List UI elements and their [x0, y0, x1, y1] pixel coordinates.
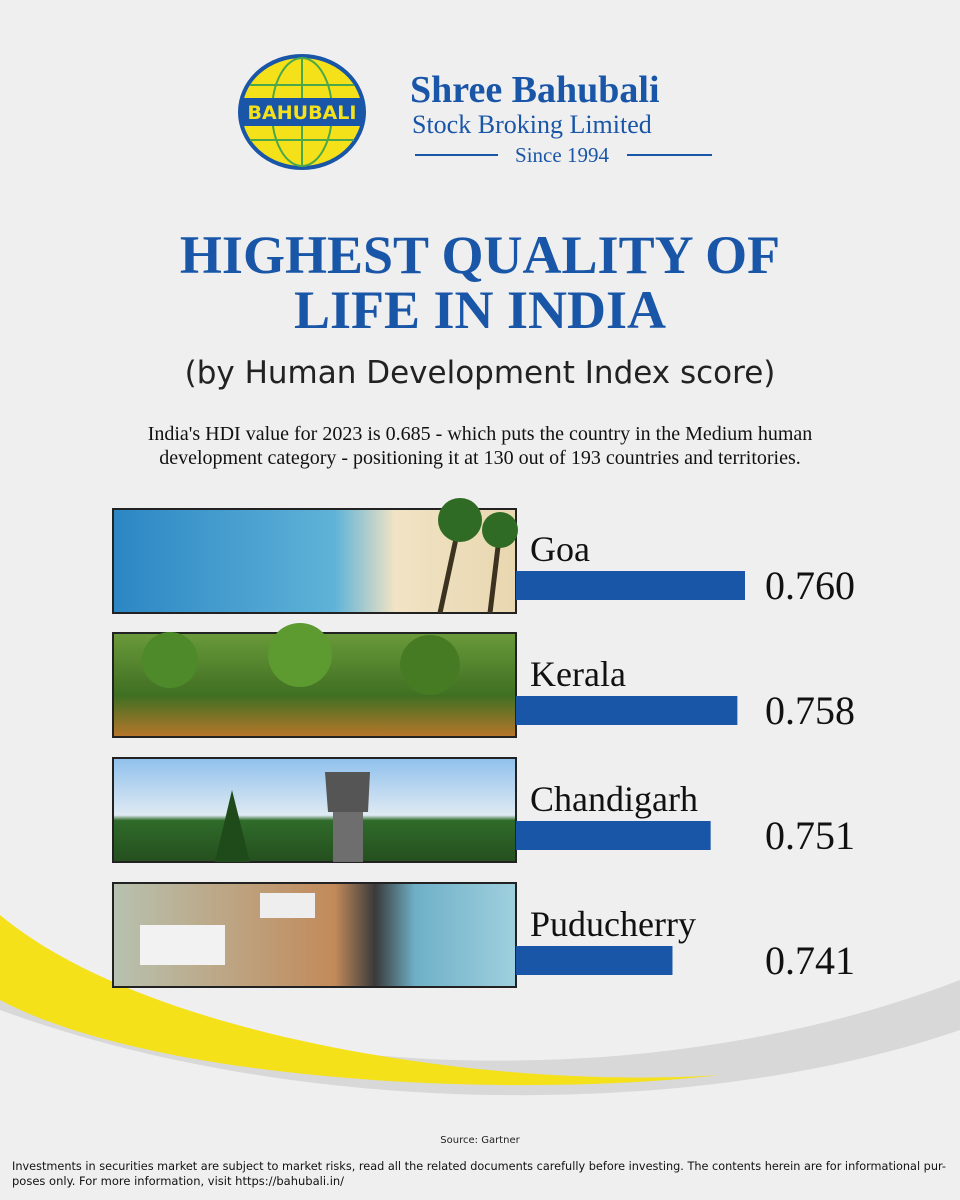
category-label: Puducherry [530, 904, 696, 944]
category-label: Kerala [530, 654, 626, 694]
value-label: 0.741 [765, 938, 855, 983]
logo-text: BAHUBALI [248, 102, 357, 124]
bar [516, 946, 673, 975]
note-line: development category - positioning it at… [159, 447, 801, 469]
photo [112, 623, 517, 738]
title-line: LIFE IN INDIA [294, 280, 666, 340]
logo: BAHUBALI [238, 54, 366, 170]
subtitle: (by Human Development Index score) [185, 355, 776, 391]
title-line: HIGHEST QUALITY OF [180, 225, 780, 285]
value-label: 0.751 [765, 813, 855, 858]
bar [516, 821, 711, 850]
bar [516, 571, 745, 600]
photo [112, 757, 517, 863]
bar [516, 696, 738, 725]
value-label: 0.760 [765, 563, 855, 608]
swoosh-base [0, 1010, 960, 1200]
category-label: Chandigarh [530, 779, 698, 819]
company-name: Shree Bahubali [410, 69, 660, 111]
source: Source: Gartner [440, 1135, 520, 1146]
value-label: 0.758 [765, 688, 855, 733]
disclaimer-line: Investments in securities market are sub… [12, 1159, 946, 1173]
tagline: Stock Broking Limited [412, 110, 652, 139]
photo [112, 882, 517, 988]
photo [112, 498, 518, 614]
category-label: Goa [530, 529, 590, 569]
note-line: India's HDI value for 2023 is 0.685 - wh… [148, 423, 813, 445]
swoosh-yellow [0, 915, 720, 1086]
since: Since 1994 [515, 143, 609, 167]
disclaimer-line: poses only. For more information, visit … [12, 1174, 344, 1188]
